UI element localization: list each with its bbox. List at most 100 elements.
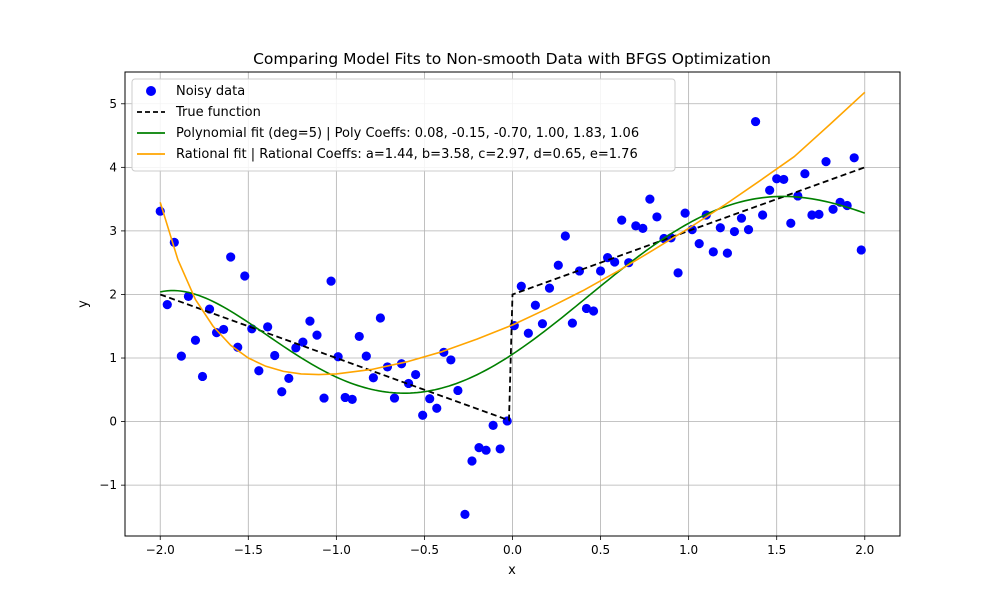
y-tick-label: 0 (109, 415, 117, 429)
data-point (326, 276, 336, 286)
data-point (530, 300, 540, 310)
data-point (631, 221, 641, 231)
data-point (743, 225, 754, 235)
x-tick-label: 1.5 (767, 543, 786, 557)
x-tick-label: −1.0 (322, 543, 351, 557)
legend: Noisy data True function Polynomial fit … (131, 78, 676, 172)
data-point (375, 313, 385, 323)
true-function-line (159, 166, 866, 422)
y-tick-label: −1 (99, 478, 117, 492)
data-point (708, 247, 718, 257)
data-point (652, 212, 662, 222)
data-point (516, 281, 526, 291)
data-point (240, 271, 250, 281)
data-point (722, 248, 732, 258)
data-point (284, 373, 294, 383)
data-point (263, 322, 273, 332)
data-point (347, 394, 357, 404)
data-point (856, 245, 866, 255)
data-point (425, 394, 435, 404)
y-tick-label: 2 (109, 287, 117, 301)
data-point (432, 403, 442, 413)
data-point (821, 157, 831, 167)
data-point (779, 174, 789, 185)
data-point (453, 385, 463, 396)
data-point (368, 373, 378, 383)
y-axis-label: y (76, 300, 91, 308)
data-point (354, 331, 364, 342)
legend-marker-noisy-data (146, 86, 156, 96)
data-point (219, 324, 229, 335)
y-tick-label: 5 (109, 97, 117, 111)
data-point (389, 393, 400, 403)
data-point (211, 328, 222, 338)
data-point (758, 210, 768, 220)
data-point (560, 231, 570, 241)
data-point (361, 351, 371, 361)
data-point (254, 366, 264, 376)
data-point (588, 306, 599, 316)
data-point (411, 369, 421, 380)
data-point (495, 444, 505, 454)
data-point (786, 218, 796, 228)
data-point (807, 210, 817, 220)
data-point (312, 330, 322, 340)
data-point (715, 223, 725, 233)
data-point (319, 393, 329, 403)
data-point (162, 300, 172, 310)
legend-box (131, 78, 676, 172)
legend-label-polynomial-fit: Polynomial fit (deg=5) | Poly Coeffs: 0.… (176, 126, 639, 141)
y-tick-label: 3 (109, 224, 117, 238)
data-point (176, 351, 186, 361)
x-tick-label: −2.0 (146, 543, 175, 557)
y-axis: −1 0 1 2 3 4 5 (99, 97, 125, 492)
polynomial-fit-line (160, 195, 866, 394)
data-point (694, 239, 704, 249)
data-point (680, 208, 690, 218)
data-point (467, 456, 477, 466)
data-point (197, 371, 208, 382)
data-point (291, 343, 301, 353)
x-tick-label: −1.5 (234, 543, 263, 557)
rational-fit-line (159, 91, 866, 376)
data-point (190, 335, 201, 345)
data-point (567, 318, 577, 328)
data-point (638, 223, 648, 233)
data-point (617, 215, 627, 225)
data-point (828, 204, 838, 214)
data-point (382, 362, 393, 372)
data-point (474, 443, 484, 453)
data-point (553, 260, 563, 270)
data-point (277, 387, 287, 397)
data-point (226, 252, 236, 262)
data-point (800, 169, 810, 179)
y-tick-label: 1 (109, 351, 117, 365)
data-point (340, 392, 350, 403)
data-point (595, 266, 606, 276)
data-point (446, 355, 456, 365)
legend-label-noisy-data: Noisy data (176, 84, 245, 99)
legend-label-true-function: True function (175, 105, 261, 120)
x-tick-label: 1.0 (679, 543, 698, 557)
data-point (183, 291, 194, 301)
data-point (523, 328, 533, 338)
plot-area (155, 91, 866, 519)
data-point (270, 350, 280, 361)
data-point (772, 174, 782, 184)
x-tick-label: 0.0 (503, 543, 522, 557)
data-point (736, 213, 747, 223)
y-tick-label: 4 (109, 160, 117, 174)
data-point (305, 316, 315, 326)
data-point (849, 153, 859, 163)
data-point (793, 191, 803, 201)
data-point (544, 283, 555, 293)
data-point (481, 445, 491, 455)
data-point (298, 337, 308, 347)
x-tick-label: 0.5 (591, 543, 610, 557)
chart-title: Comparing Model Fits to Non-smooth Data … (253, 50, 771, 68)
data-point (610, 257, 620, 267)
data-point (581, 303, 592, 314)
legend-label-rational-fit: Rational fit | Rational Coeffs: a=1.44, … (176, 147, 638, 162)
x-axis: −2.0 −1.5 −1.0 −0.5 0.0 0.5 1.0 1.5 2.0 (146, 536, 874, 557)
